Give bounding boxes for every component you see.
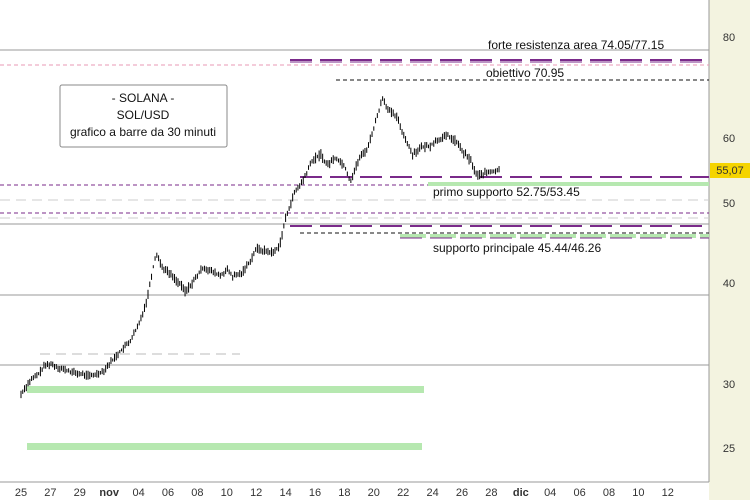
x-tick-label: 12 [250, 487, 262, 499]
x-tick-label: 24 [426, 487, 438, 499]
y-ticks: 80 60 50 40 30 25 [723, 32, 735, 455]
price-bars [20, 96, 500, 399]
x-tick-label: 25 [15, 487, 27, 499]
lower-support-band-1 [27, 386, 424, 393]
x-tick-label: 27 [44, 487, 56, 499]
x-tick-label: 08 [603, 487, 615, 499]
y-tick-80: 80 [723, 32, 735, 44]
resistance-zone: forte resistenza area 74.05/77.15 [290, 38, 709, 63]
x-tick-label: 10 [632, 487, 644, 499]
main-support-label: supporto principale 45.44/46.26 [433, 241, 601, 255]
x-tick-label: 06 [162, 487, 174, 499]
x-tick-label: dic [513, 487, 529, 499]
y-tick-40: 40 [723, 278, 735, 290]
y-tick-30: 30 [723, 379, 735, 391]
first-support-zone: primo supporto 52.75/53.45 [300, 176, 709, 199]
x-tick-label: 14 [279, 487, 291, 499]
x-tick-label: 18 [338, 487, 350, 499]
y-tick-25: 25 [723, 443, 735, 455]
x-tick-label: 10 [221, 487, 233, 499]
main-support-zone: supporto principale 45.44/46.26 [290, 225, 709, 255]
x-tick-label: 06 [573, 487, 585, 499]
target-label: obiettivo 70.95 [486, 66, 564, 80]
title-line-3: grafico a barre da 30 minuti [70, 125, 216, 139]
x-tick-label: nov [99, 487, 119, 499]
y-tick-50: 50 [723, 198, 735, 210]
x-tick-label: 26 [456, 487, 468, 499]
first-support-label: primo supporto 52.75/53.45 [433, 185, 580, 199]
x-tick-label: 20 [368, 487, 380, 499]
title-line-1: - SOLANA - [112, 91, 175, 105]
y-tick-60: 60 [723, 133, 735, 145]
x-tick-label: 22 [397, 487, 409, 499]
x-tick-label: 29 [74, 487, 86, 499]
x-tick-label: 12 [662, 487, 674, 499]
x-tick-label: 16 [309, 487, 321, 499]
title-box: - SOLANA - SOL/USD grafico a barre da 30… [59, 84, 228, 148]
x-ticks: 25 27 29 nov 04 06 08 10 12 14 16 18 20 22 24 26 28 dic 04… [15, 487, 674, 499]
target-zone: obiettivo 70.95 [336, 66, 709, 81]
lower-support-band-2 [27, 443, 422, 450]
y-axis-panel [709, 0, 750, 500]
x-tick-label: 04 [132, 487, 144, 499]
x-tick-label: 08 [191, 487, 203, 499]
last-price-label: 55,07 [716, 165, 744, 177]
x-tick-label: 28 [485, 487, 497, 499]
last-price-badge-bg [710, 163, 750, 178]
x-tick-label: 04 [544, 487, 556, 499]
resistance-label: forte resistenza area 74.05/77.15 [488, 38, 664, 52]
last-price-badge: 55,07 [710, 163, 750, 178]
title-line-2: SOL/USD [117, 108, 170, 122]
